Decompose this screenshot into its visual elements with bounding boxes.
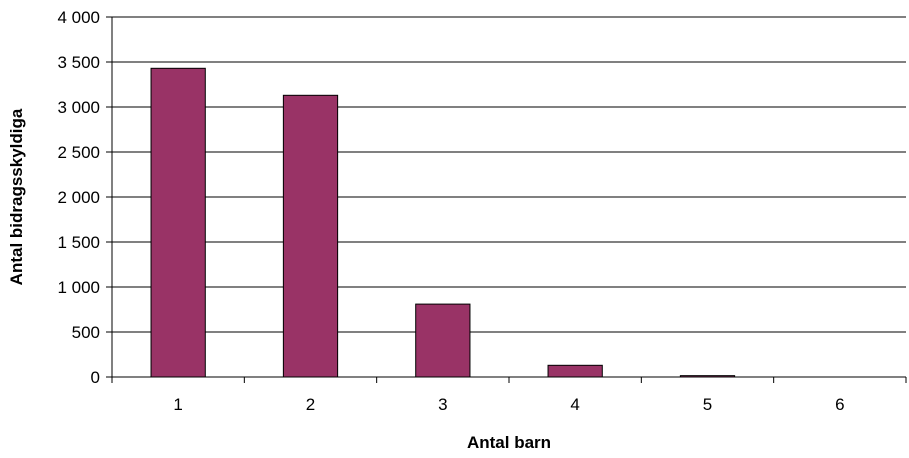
bars [150,67,736,378]
x-tick-label: 4 [570,395,579,414]
x-tick-label: 5 [703,395,712,414]
y-tick-label: 500 [72,323,100,342]
x-tick-label: 1 [173,395,182,414]
x-tick-label: 2 [306,395,315,414]
y-tick-label: 1 500 [57,233,100,252]
y-tick-label: 3 000 [57,98,100,117]
x-tick-label: 6 [835,395,844,414]
x-axis-title: Antal barn [467,433,551,452]
y-tick-labels: 0 500 1 000 1 500 2 000 2 500 3 000 3 500 4 000 [57,8,112,387]
y-tick-label: 4 000 [57,8,100,27]
x-tick-labels: 1 2 3 4 5 6 [111,377,907,414]
bar [282,94,339,378]
x-tick-label: 3 [438,395,447,414]
y-tick-label: 2 000 [57,188,100,207]
y-axis-title: Antal bidragsskyldiga [7,108,26,285]
y-tick-label: 3 500 [57,53,100,72]
y-tick-label: 2 500 [57,143,100,162]
y-tick-label: 0 [91,368,100,387]
bar [150,67,206,378]
bar [415,303,471,378]
y-tick-label: 1 000 [57,278,100,297]
bar [547,364,603,378]
gridlines [112,16,906,333]
